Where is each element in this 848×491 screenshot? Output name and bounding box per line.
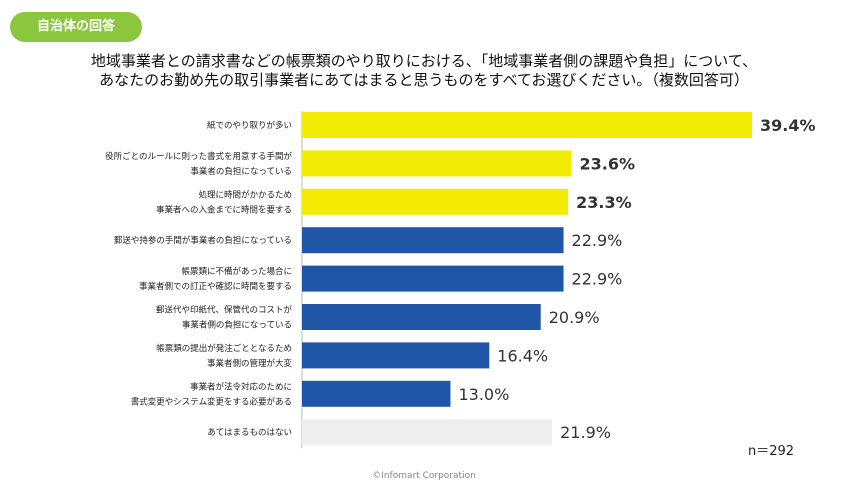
value-label: 39.4% [760,116,816,135]
value-label: 23.3% [576,193,632,212]
value-label: 23.6% [580,154,636,173]
bar [302,304,541,330]
category-label: 事業者の負担になっている [190,166,292,177]
category-label: 処理に時間がかかるため [198,189,292,200]
category-label: 郵送代や印紙代、保管代のコストが [156,305,293,316]
bar [302,188,569,215]
category-badge: 自治体の回答 [10,12,142,42]
value-label: 22.9% [572,270,623,289]
value-label: 21.9% [560,423,611,442]
category-label: 事業者側の負担になっている [182,320,292,331]
bar [302,419,553,446]
bar [302,265,564,292]
value-label: 16.4% [497,346,548,365]
bar [302,227,564,254]
title-line-2: あなたのお勤め先の取引事業者にあてはまると思うものをすべてお選びください。（複数… [99,71,749,89]
copyright-footer: ©Infomart Corporation [372,471,476,481]
bar [302,342,490,369]
title-line-1: 地域事業者との請求書などの帳票類のやり取りにおける、「地域事業者側の課題や負担」… [90,52,758,70]
category-label: 帳票類に不備があった場合に [181,266,292,277]
value-label: 22.9% [572,231,623,250]
value-label: 13.0% [458,385,509,404]
category-label: あてはまるものはない [207,428,292,438]
category-label: 事業者が法令対応のために [190,381,292,392]
chart-title: 地域事業者との請求書などの帳票類のやり取りにおける、「地域事業者側の課題や負担」… [0,52,848,90]
bar [302,112,752,138]
bar [302,150,572,177]
category-label: 事業者側の管理が大変 [207,358,293,369]
category-label: 書式変更やシステム変更をする必要がある [131,396,292,407]
bar [302,380,451,407]
value-label: 20.9% [549,308,600,327]
category-label: 事業者側での訂正や確認に時間を要する [139,281,292,292]
category-label: 紙でのやり取りが多い [207,120,292,131]
category-label: 帳票類の提出が発注ごととなるため [156,343,292,354]
category-label: 事業者への入金までに時間を要する [156,204,292,215]
sample-size-label: n＝292 [748,444,795,459]
category-label: 郵送や持参の手間が事業者の負担になっている [114,235,292,246]
category-label: 役所ごとのルールに則った書式を用意する手間が [105,151,292,162]
